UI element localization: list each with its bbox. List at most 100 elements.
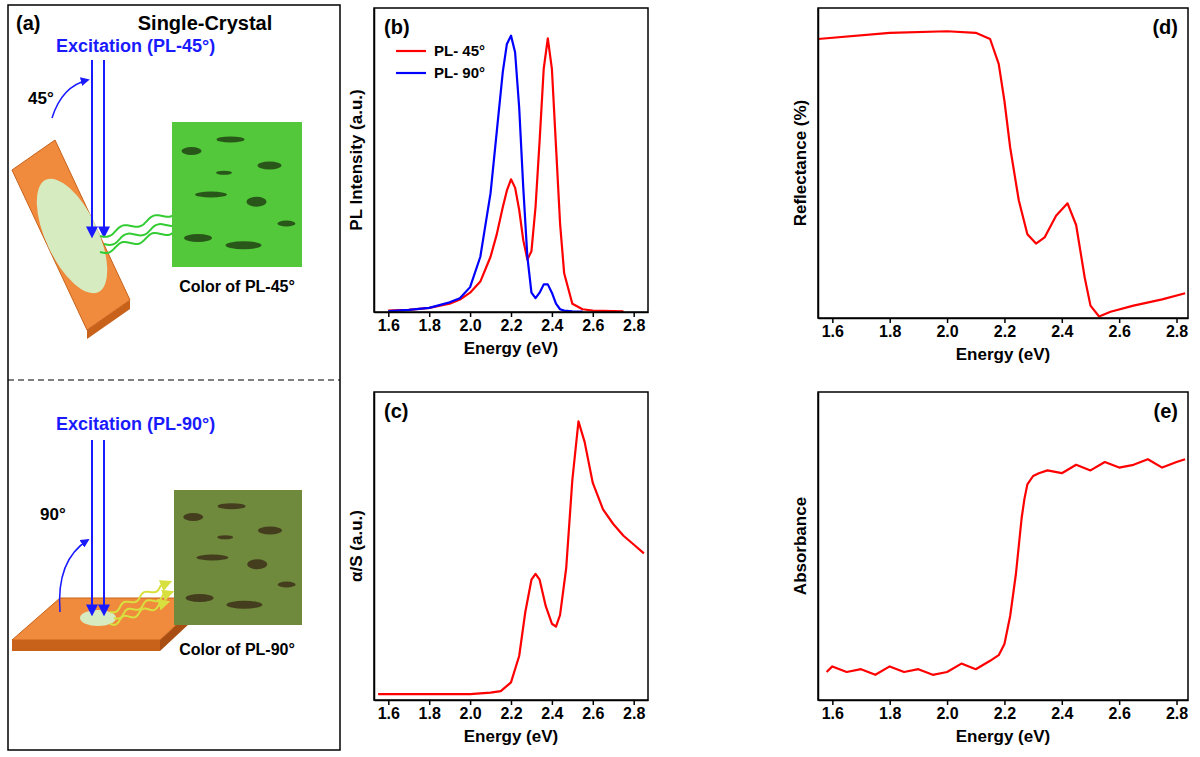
series-line — [388, 36, 582, 312]
excitation-arrow — [103, 440, 105, 614]
tick-mark — [1176, 318, 1178, 323]
tick-mark — [1004, 700, 1006, 705]
photo-texture — [258, 527, 282, 535]
tick-mark — [388, 700, 390, 705]
plot-frame — [818, 392, 1188, 700]
angle-label: 45° — [28, 89, 54, 108]
plot-frame — [374, 392, 648, 700]
tick-mark — [511, 700, 513, 705]
plate-edge — [12, 640, 160, 651]
photo-texture — [277, 221, 295, 227]
photo-texture — [258, 162, 282, 170]
photo-texture — [195, 192, 227, 198]
x-tick: 1.6 — [378, 700, 400, 722]
y-axis-line — [818, 393, 820, 701]
x-axis-title: Energy (eV) — [956, 727, 1050, 746]
excitation-label: Excitation (PL-90°) — [56, 414, 215, 434]
x-tick: 2.6 — [582, 700, 604, 722]
legend-label: PL- 90° — [434, 64, 485, 81]
chart: 1.61.82.02.22.42.62.8Energy (eV)Reflecta… — [791, 8, 1189, 364]
tick-label: 2.2 — [500, 705, 522, 722]
plot-frame — [374, 8, 648, 312]
photo-caption: Color of PL-45° — [179, 278, 295, 295]
tick-mark — [1062, 318, 1064, 323]
diagram-title: Single-Crystal — [138, 12, 272, 34]
tick-mark — [593, 312, 595, 317]
x-tick: 2.2 — [994, 318, 1016, 340]
x-tick: 1.8 — [419, 312, 441, 334]
panel-label: (a) — [16, 12, 40, 34]
tick-label: 2.2 — [994, 705, 1016, 722]
x-tick: 2.8 — [1166, 700, 1188, 722]
series-line — [378, 421, 644, 694]
background — [0, 0, 1200, 757]
tick-mark — [388, 312, 390, 317]
x-tick: 2.8 — [623, 700, 645, 722]
tick-mark — [832, 700, 834, 705]
tick-mark — [832, 318, 834, 323]
sub-panel: 90°Excitation (PL-90°)Color of PL-90° — [12, 414, 302, 658]
x-tick: 1.8 — [419, 700, 441, 722]
series-line — [388, 38, 623, 311]
y-axis-line — [818, 9, 820, 319]
photo-texture — [218, 503, 246, 509]
x-axis-line — [819, 318, 1189, 320]
plot-area — [388, 36, 623, 312]
series-line — [827, 459, 1186, 675]
legend-swatch — [396, 50, 426, 52]
x-tick: 2.6 — [1109, 700, 1131, 722]
photo-texture — [184, 234, 212, 242]
divider — [8, 379, 340, 380]
panel-label: (e) — [1154, 400, 1178, 422]
series-line — [818, 31, 1185, 316]
figure: (a) Single-Crystal 45° Excitation (PL-45°) C… — [0, 0, 1200, 757]
excitation-label: Excitation (PL-45°) — [56, 36, 215, 56]
x-axis-title: Energy (eV) — [956, 345, 1050, 364]
tick-label: 1.6 — [378, 317, 400, 334]
tick-mark — [470, 700, 472, 705]
tick-mark — [552, 700, 554, 705]
tick-mark — [552, 312, 554, 317]
x-tick: 2.2 — [500, 312, 522, 334]
excitation-arrow — [103, 60, 105, 236]
tick-label: 2.8 — [623, 705, 645, 722]
tick-label: 2.0 — [459, 705, 481, 722]
tick-label: 2.6 — [582, 317, 604, 334]
tick-label: 2.4 — [541, 317, 563, 334]
x-tick: 2.6 — [1109, 318, 1131, 340]
canvas: (a) Single-Crystal 45° Excitation (PL-45°) C… — [0, 0, 1200, 757]
legend-swatch — [396, 72, 426, 74]
tick-mark — [889, 318, 891, 323]
x-tick: 2.4 — [1051, 700, 1073, 722]
tick-label: 1.8 — [879, 705, 901, 722]
photo-texture — [226, 241, 262, 249]
tick-label: 2.2 — [500, 317, 522, 334]
tick-label: 2.2 — [994, 323, 1016, 340]
tick-mark — [429, 700, 431, 705]
x-tick: 1.6 — [822, 700, 844, 722]
tick-label: 2.4 — [1051, 323, 1073, 340]
emission-arrow — [110, 602, 168, 625]
y-axis-title: PL Intensity (a.u.) — [347, 89, 366, 230]
x-tick: 2.8 — [1166, 318, 1188, 340]
panel-frame — [8, 5, 340, 750]
tick-label: 2.6 — [1109, 705, 1131, 722]
excitation-arrow — [91, 440, 93, 614]
x-axis-title: Energy (eV) — [464, 727, 558, 746]
x-axis: 1.61.82.02.22.42.62.8 — [819, 318, 1189, 340]
excitation-arrow — [91, 60, 93, 236]
tick-mark — [1119, 318, 1121, 323]
tick-label: 1.8 — [879, 323, 901, 340]
photo-texture — [196, 555, 228, 561]
tick-label: 2.0 — [936, 705, 958, 722]
x-tick: 1.8 — [879, 318, 901, 340]
photo-texture — [216, 171, 232, 175]
legend: PL- 45°PL- 90° — [396, 42, 485, 81]
x-axis-line — [819, 700, 1189, 702]
photo-texture — [278, 582, 296, 588]
tick-label: 1.8 — [419, 705, 441, 722]
y-axis-title: Absorbance — [791, 497, 810, 595]
photo — [174, 490, 302, 625]
emission-arrow — [114, 592, 172, 619]
x-tick: 2.4 — [541, 700, 563, 722]
